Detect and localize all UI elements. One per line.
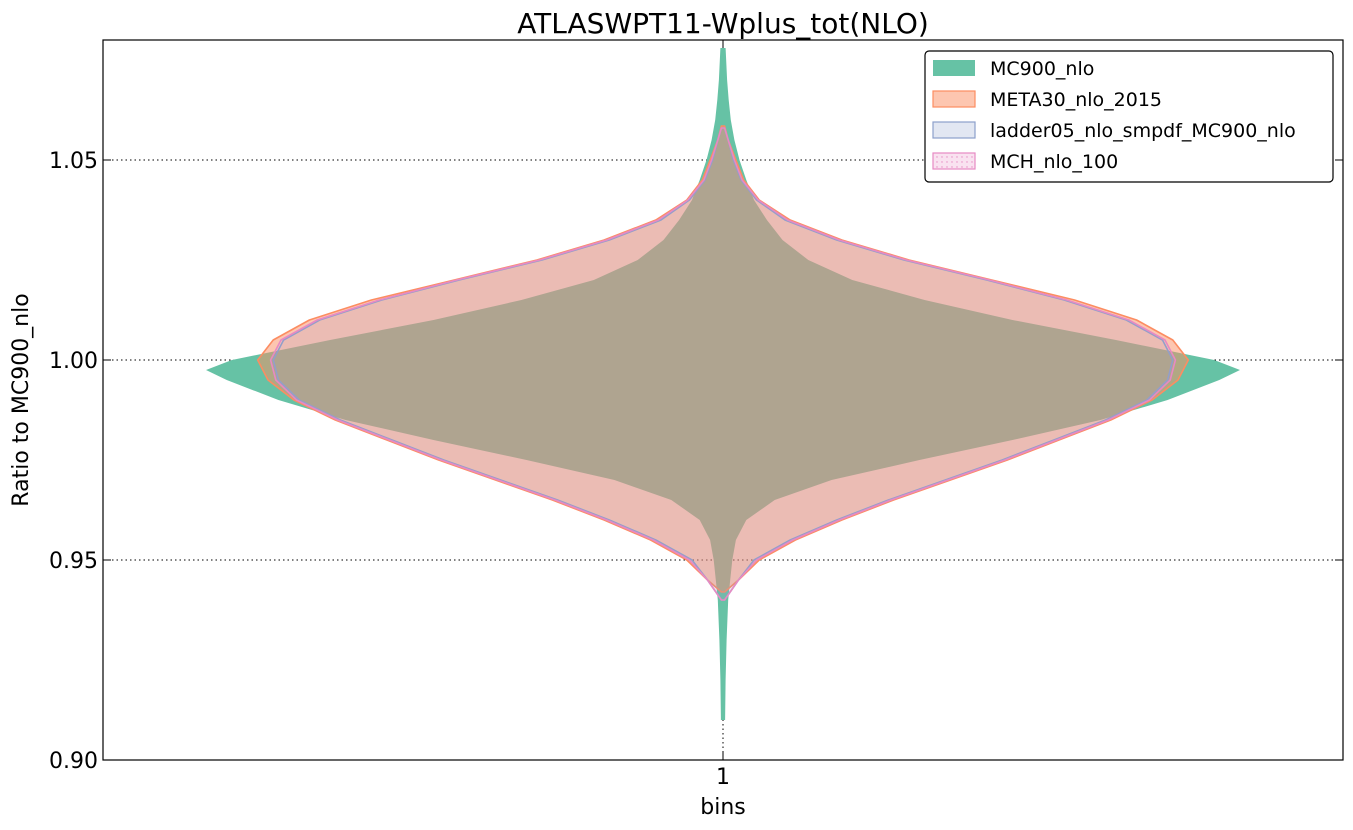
legend-swatch bbox=[933, 60, 975, 76]
violin-MCH_nlo_100 bbox=[269, 127, 1177, 601]
legend-swatch-dot bbox=[971, 161, 973, 163]
legend-swatch-dot bbox=[946, 161, 948, 163]
legend-swatch-dot bbox=[951, 156, 953, 158]
legend-entry: META30_nlo_2015 bbox=[932, 89, 1162, 111]
legend-swatch-dot bbox=[946, 156, 948, 158]
legend-swatch-dot bbox=[966, 166, 968, 168]
legend-swatch-dot bbox=[941, 156, 943, 158]
legend-swatch-dot bbox=[966, 156, 968, 158]
legend-label: MCH_nlo_100 bbox=[990, 151, 1118, 173]
legend-label: ladder05_nlo_smpdf_MC900_nlo bbox=[990, 120, 1296, 142]
axis-ticks: 0.90 0.95 1.00 1.05 1 bbox=[49, 40, 1343, 790]
legend-swatch-dot bbox=[946, 166, 948, 168]
legend-box bbox=[924, 50, 1334, 183]
violin-META30_nlo_2015 bbox=[256, 125, 1190, 593]
legend-swatch bbox=[932, 90, 976, 108]
legend-entry: MC900_nlo bbox=[933, 58, 1094, 80]
y-tick-label: 1.00 bbox=[49, 349, 98, 374]
y-axis-label: Ratio to MC900_nlo bbox=[9, 293, 34, 506]
legend-swatch-dot bbox=[971, 156, 973, 158]
legend-swatch-dot bbox=[956, 166, 958, 168]
legend: MC900_nlo META30_nlo_2015 ladder05_nlo_smp… bbox=[924, 50, 1334, 183]
legend-swatch-dot bbox=[971, 166, 973, 168]
legend-swatch-dot bbox=[961, 156, 963, 158]
x-tick-label: 1 bbox=[716, 765, 730, 790]
legend-swatch-dot bbox=[966, 161, 968, 163]
legend-swatch bbox=[932, 152, 976, 170]
legend-swatch-dot bbox=[941, 161, 943, 163]
y-tick-label: 0.95 bbox=[49, 549, 98, 574]
legend-swatch-dot bbox=[961, 161, 963, 163]
x-axis-label: bins bbox=[700, 795, 745, 820]
legend-swatch-dot bbox=[961, 166, 963, 168]
legend-swatch-dot bbox=[936, 161, 938, 163]
chart-title: ATLASWPT11-Wplus_tot(NLO) bbox=[517, 7, 929, 40]
y-tick-label: 0.90 bbox=[49, 749, 98, 774]
legend-swatch-dot bbox=[941, 166, 943, 168]
legend-swatch-dot bbox=[936, 166, 938, 168]
legend-swatch-dot bbox=[956, 156, 958, 158]
legend-swatch-dot bbox=[951, 166, 953, 168]
violins bbox=[206, 48, 1240, 720]
legend-swatch-dot bbox=[956, 161, 958, 163]
legend-swatch bbox=[932, 121, 976, 139]
legend-entry: MCH_nlo_100 bbox=[932, 151, 1118, 173]
legend-swatch-dot bbox=[936, 156, 938, 158]
legend-label: META30_nlo_2015 bbox=[990, 89, 1162, 111]
legend-swatch-dot bbox=[951, 161, 953, 163]
legend-label: MC900_nlo bbox=[990, 58, 1094, 80]
legend-entry: ladder05_nlo_smpdf_MC900_nlo bbox=[932, 120, 1296, 142]
y-tick-label: 1.05 bbox=[49, 149, 98, 174]
